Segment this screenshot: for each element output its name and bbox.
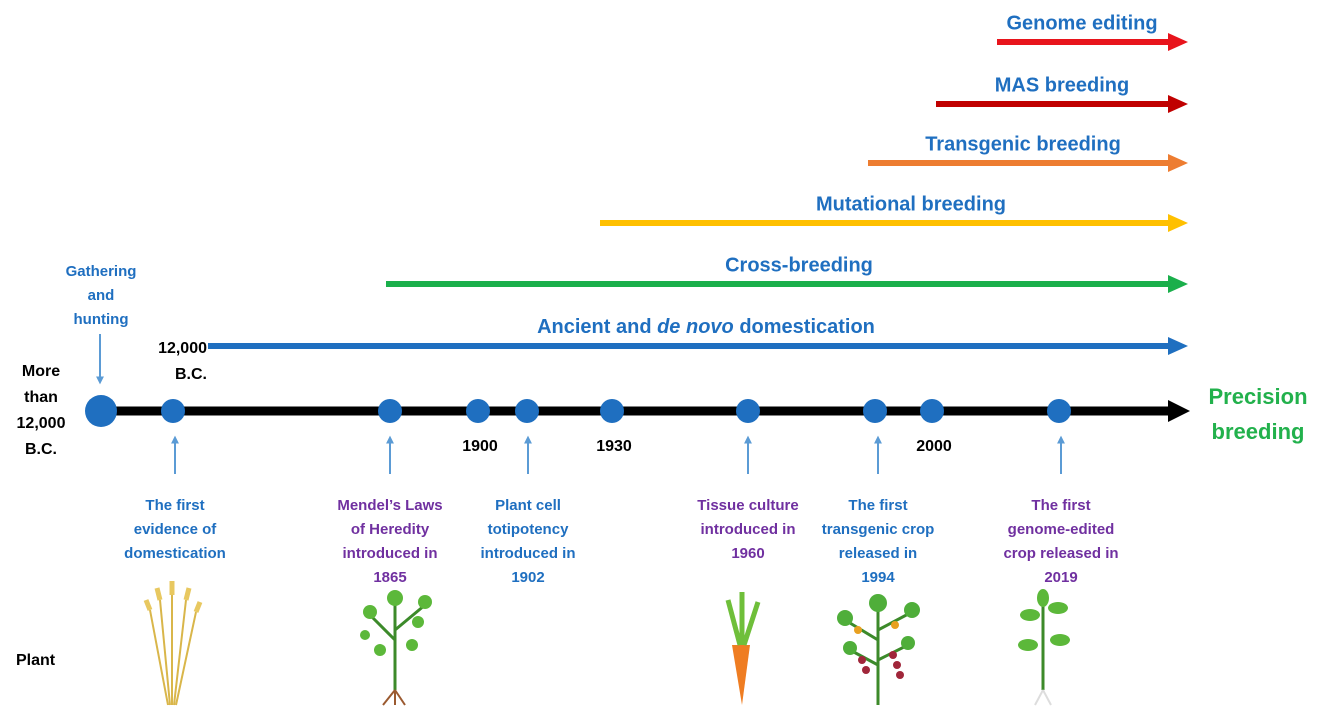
label-part: de novo <box>657 316 734 338</box>
plant-seedling <box>1018 589 1070 706</box>
year-label: 1900 <box>462 438 498 455</box>
event-label: Mendel’s Laws <box>337 497 442 514</box>
breeding-label: Genome editing <box>1006 12 1157 34</box>
event-label: 1865 <box>373 569 406 586</box>
event-label: released in <box>839 545 917 562</box>
event-label: domestication <box>124 545 226 562</box>
event-label: introduced in <box>701 521 796 538</box>
breeding-label: Transgenic breeding <box>925 133 1121 155</box>
start-label: B.C. <box>25 441 57 458</box>
event-label: Tissue culture <box>697 497 798 514</box>
arrow-head <box>1168 33 1188 51</box>
arrow-head <box>1168 95 1188 113</box>
axis-head <box>1168 400 1190 422</box>
label-part: Ancient and <box>537 316 657 338</box>
event-label: 2019 <box>1044 569 1077 586</box>
arrow-head <box>1168 214 1188 232</box>
plant-tomato <box>837 594 920 705</box>
event-label: introduced in <box>343 545 438 562</box>
start-label: than <box>24 389 58 406</box>
arrow-head <box>1168 337 1188 355</box>
event-label: transgenic crop <box>822 521 935 538</box>
breeding-label: MAS breeding <box>995 74 1129 96</box>
breeding-label: Cross-breeding <box>725 254 873 276</box>
event-label: The first <box>1031 497 1090 514</box>
arrow-head <box>1168 154 1188 172</box>
event-label: introduced in <box>481 545 576 562</box>
event-label: totipotency <box>488 521 569 538</box>
plant-wheat <box>143 581 203 706</box>
event-label: The first <box>145 497 204 514</box>
dots <box>85 395 1071 427</box>
start-label: 12,000 <box>17 415 66 432</box>
event-label: Plant cell <box>495 497 561 514</box>
event-label: of Heredity <box>351 521 430 538</box>
end-label: breeding <box>1212 419 1305 444</box>
event-label: 1960 <box>731 545 764 562</box>
year-label: 1930 <box>596 438 632 455</box>
start-note: Gathering <box>66 263 137 280</box>
label-part: domestication <box>734 316 875 338</box>
year-label: B.C. <box>175 366 207 383</box>
start-note: hunting <box>74 311 129 328</box>
breeding-label: Mutational breeding <box>816 193 1006 215</box>
event-label: genome-edited <box>1008 521 1115 538</box>
start-note: and <box>88 287 115 304</box>
plant-pea <box>360 590 432 706</box>
breeding-label: Ancient and de novo domestication <box>537 316 875 338</box>
year-label: 12,000 <box>158 340 207 357</box>
event-label: 1902 <box>511 569 544 586</box>
start-label: More <box>22 363 60 380</box>
arrow-head <box>1168 275 1188 293</box>
end-label: Precision <box>1208 384 1307 409</box>
event-label: crop released in <box>1003 545 1118 562</box>
row-label: Plant <box>16 652 56 669</box>
plant-carrot <box>725 592 761 705</box>
event-label: The first <box>848 497 907 514</box>
year-label: 2000 <box>916 438 952 455</box>
event-label: evidence of <box>134 521 218 538</box>
event-label: 1994 <box>861 569 895 586</box>
